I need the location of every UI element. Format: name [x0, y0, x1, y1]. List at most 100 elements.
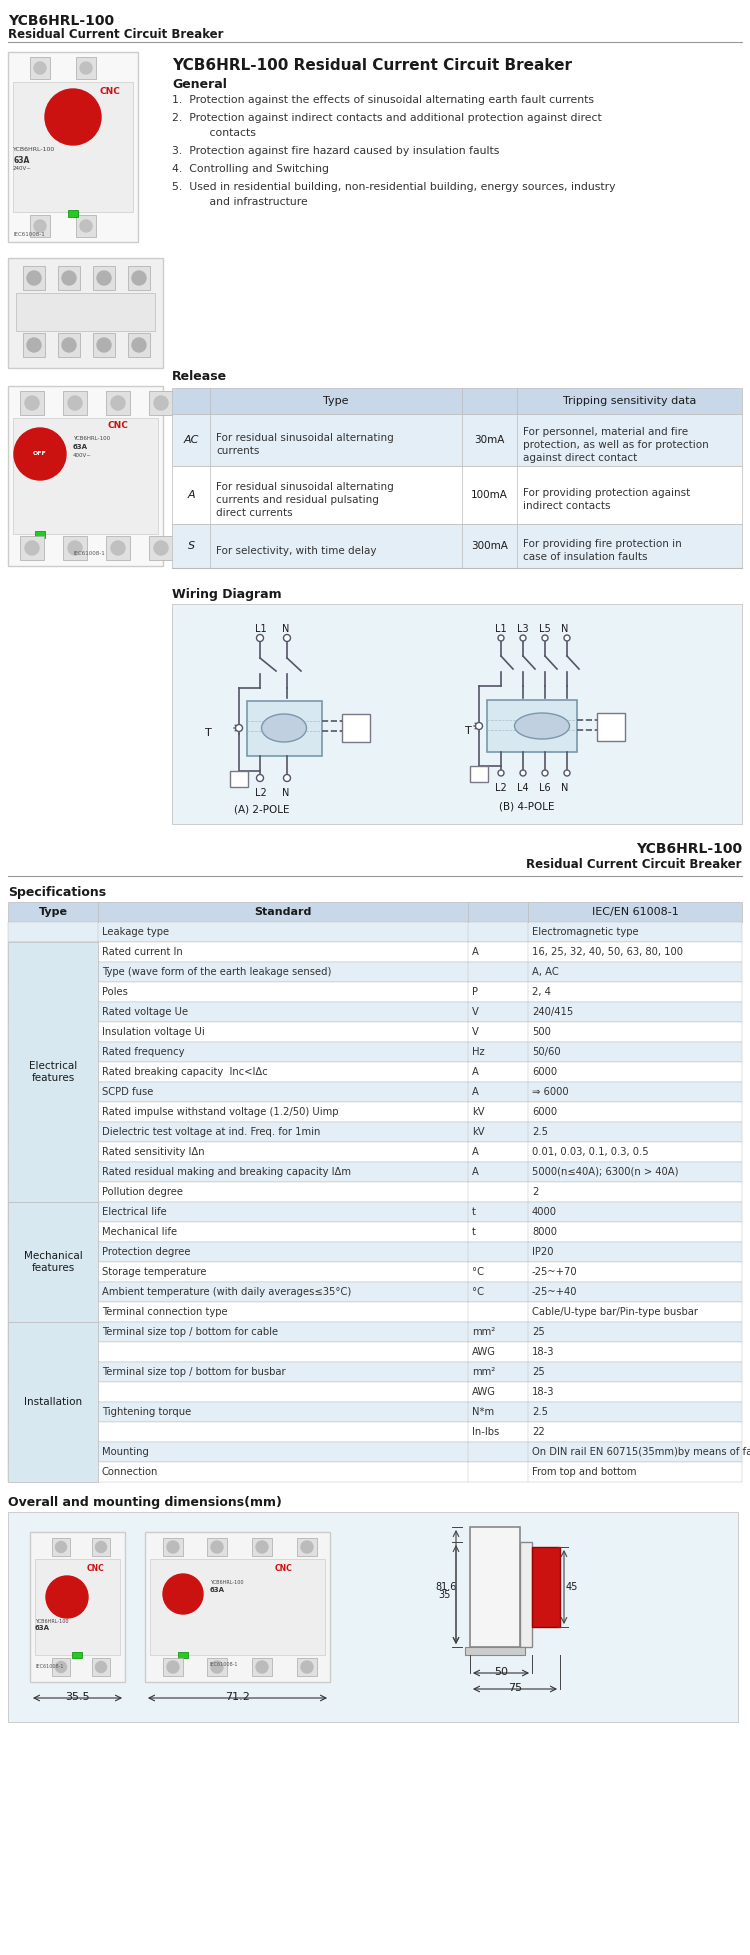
Circle shape	[256, 774, 263, 782]
Text: A: A	[188, 491, 195, 500]
Text: Hz: Hz	[472, 1048, 484, 1058]
Bar	[297, 1658, 317, 1675]
Text: 75: 75	[508, 1683, 522, 1693]
Text: Leakage type: Leakage type	[102, 927, 170, 936]
Text: ◁|: ◁|	[349, 723, 360, 733]
Text: On DIN rail EN 60715(35mm)by means of fast clip device: On DIN rail EN 60715(35mm)by means of fa…	[532, 1447, 750, 1456]
Text: Tripping sensitivity data: Tripping sensitivity data	[562, 397, 696, 407]
Bar	[8, 1263, 742, 1282]
Bar	[207, 1539, 227, 1556]
Text: 2.5: 2.5	[532, 1126, 548, 1138]
Text: A: A	[472, 1148, 478, 1157]
Bar	[8, 942, 98, 1202]
Bar	[342, 714, 370, 743]
Bar	[72, 1652, 82, 1658]
Bar	[8, 1183, 742, 1202]
Text: 35.5: 35.5	[65, 1691, 90, 1703]
Text: For selectivity, with time delay: For selectivity, with time delay	[216, 545, 376, 555]
Circle shape	[520, 770, 526, 776]
Text: IEC61008-1: IEC61008-1	[210, 1662, 238, 1668]
Bar	[8, 385, 163, 567]
Text: -25~+40: -25~+40	[532, 1286, 578, 1296]
Circle shape	[301, 1662, 313, 1673]
Bar	[8, 1022, 742, 1042]
Text: Rated residual making and breaking capacity IΔm: Rated residual making and breaking capac…	[102, 1167, 351, 1177]
Text: Type (wave form of the earth leakage sensed): Type (wave form of the earth leakage sen…	[102, 968, 332, 978]
Bar	[8, 1081, 742, 1103]
Circle shape	[68, 397, 82, 411]
Circle shape	[14, 428, 66, 481]
Text: 63A: 63A	[210, 1587, 225, 1593]
Text: YCB6HRL-100: YCB6HRL-100	[13, 147, 55, 152]
Bar	[230, 770, 248, 788]
Circle shape	[284, 635, 290, 641]
Bar	[207, 1658, 227, 1675]
Text: 8000: 8000	[532, 1228, 557, 1238]
Bar	[8, 1302, 742, 1322]
Bar	[68, 209, 78, 217]
Text: 240/415: 240/415	[532, 1007, 573, 1017]
Text: Release: Release	[172, 369, 227, 383]
Bar	[8, 942, 742, 962]
Ellipse shape	[262, 714, 307, 743]
Circle shape	[236, 725, 242, 731]
Text: 500: 500	[532, 1026, 550, 1036]
Bar	[76, 215, 96, 237]
Text: General: General	[172, 78, 226, 92]
Text: 35: 35	[438, 1589, 450, 1599]
Text: Rated breaking capacity  Inc<IΔc: Rated breaking capacity Inc<IΔc	[102, 1067, 268, 1077]
Text: 63A: 63A	[73, 444, 88, 450]
Text: Storage temperature: Storage temperature	[102, 1267, 206, 1277]
Circle shape	[301, 1541, 313, 1552]
Bar	[128, 266, 150, 289]
Bar	[92, 1658, 110, 1675]
Bar	[8, 981, 742, 1003]
Bar	[16, 293, 155, 330]
Bar	[58, 332, 80, 358]
Text: 2: 2	[532, 1187, 538, 1196]
Text: For providing fire protection in: For providing fire protection in	[523, 540, 682, 549]
Bar	[172, 414, 742, 465]
Bar	[13, 82, 133, 211]
Text: V: V	[472, 1007, 478, 1017]
Text: -25~+70: -25~+70	[532, 1267, 578, 1277]
Circle shape	[564, 635, 570, 641]
Text: contacts: contacts	[192, 127, 256, 139]
Text: L1: L1	[495, 624, 507, 633]
Text: N: N	[561, 784, 568, 794]
Bar	[23, 266, 45, 289]
Circle shape	[498, 770, 504, 776]
Text: YCB6HRL-100: YCB6HRL-100	[8, 14, 114, 27]
Text: L5: L5	[539, 624, 550, 633]
Bar	[92, 1539, 110, 1556]
Text: Electromagnetic type: Electromagnetic type	[532, 927, 638, 936]
Bar	[52, 1539, 70, 1556]
Circle shape	[56, 1541, 67, 1552]
Text: SCPD fuse: SCPD fuse	[102, 1087, 153, 1097]
Circle shape	[111, 542, 125, 555]
Bar	[30, 1533, 125, 1681]
Text: L1: L1	[255, 624, 267, 633]
Bar	[465, 1646, 525, 1656]
Bar	[470, 1527, 520, 1646]
Text: Overall and mounting dimensions(mm): Overall and mounting dimensions(mm)	[8, 1496, 282, 1509]
Text: 25: 25	[532, 1327, 544, 1337]
Text: t: t	[472, 1228, 476, 1238]
Text: L6: L6	[539, 784, 550, 794]
Circle shape	[498, 635, 504, 641]
Text: protection, as well as for protection: protection, as well as for protection	[523, 440, 709, 450]
Bar	[8, 258, 163, 368]
Text: 81.6: 81.6	[435, 1582, 456, 1591]
Bar	[172, 604, 742, 823]
Bar	[163, 1539, 183, 1556]
Bar	[8, 1122, 742, 1142]
Text: 71.2: 71.2	[225, 1691, 250, 1703]
Circle shape	[211, 1541, 223, 1552]
Text: A: A	[472, 1167, 478, 1177]
Bar	[8, 1241, 742, 1263]
Circle shape	[284, 774, 290, 782]
Text: against direct contact: against direct contact	[523, 452, 638, 463]
Text: L4: L4	[517, 784, 529, 794]
Bar	[93, 266, 115, 289]
Text: 3.  Protection against fire hazard caused by insulation faults: 3. Protection against fire hazard caused…	[172, 147, 500, 156]
